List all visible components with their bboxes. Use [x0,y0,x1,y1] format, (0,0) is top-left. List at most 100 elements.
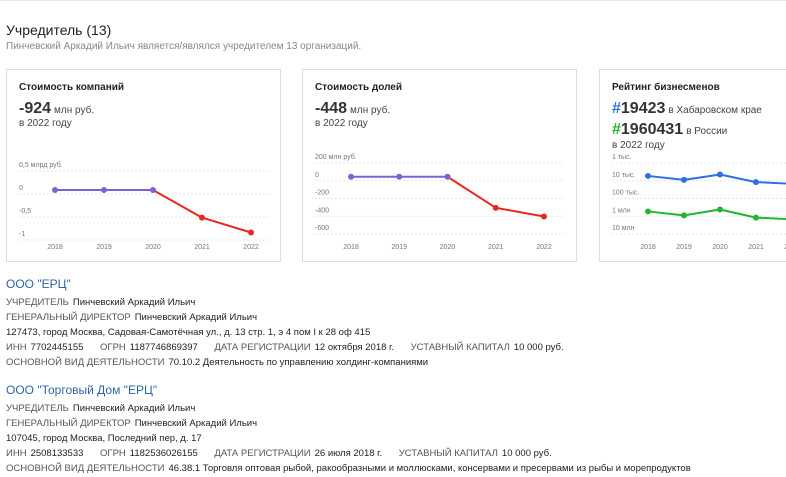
series-segment [719,173,757,184]
y-tick-label: -600 [315,225,329,232]
series-segment [647,174,685,181]
y-tick-label: 0,5 млрд руб. [19,161,63,169]
x-tick-label: 2018 [640,244,656,251]
data-point [52,187,58,193]
card-value: -448 [315,100,348,117]
x-tick-label: 2019 [96,244,112,251]
rank-regional-label: в Хабаровском крае [668,105,762,116]
founder-value: Пинчевский Аркадий Ильич [72,297,196,308]
y-tick-label: 1 тыс. [612,154,632,161]
org-director-line: ГЕНЕРАЛЬНЫЙ ДИРЕКТОР Пинчевский Аркадий И… [6,416,705,431]
y-tick-label: 1 млн [612,207,631,214]
data-point [101,187,107,193]
org-registry-line: ИНН 2508133533 ОГРН 1182536026155 ДАТА РЕГ… [6,446,705,461]
capital-value: 10 000 руб. [501,448,552,459]
capital-label: УСТАВНЫЙ КАПИТАЛ [410,342,510,353]
y-tick-label: 0 [19,185,23,192]
inn-label: ИНН [6,448,27,459]
series-segment [683,173,721,181]
shares-value-card[interactable]: Стоимость долей -448 млн руб. в 2022 году… [302,69,577,262]
x-tick-label: 2020 [440,244,456,251]
hash-icon: # [612,121,621,138]
rank-regional-row: #19423 в Хабаровском крае [612,100,762,118]
section-subtitle: Пинчевский Аркадий Ильич является/являлс… [6,41,362,52]
reg-date-label: ДАТА РЕГИСТРАЦИИ [214,448,311,459]
series-segment [152,189,203,219]
series-segment [495,206,545,218]
x-tick-label: 2019 [676,244,692,251]
y-tick-label: 10 млн [612,225,635,232]
x-tick-label: 2022 [536,244,552,251]
x-tick-label: 2021 [748,244,764,251]
capital-label: УСТАВНЫЙ КАПИТАЛ [398,448,498,459]
y-tick-label: 0 [315,172,319,179]
card-title: Рейтинг бизнесменов [612,82,720,93]
data-point [199,214,205,221]
inn-value: 7702445155 [30,342,84,353]
data-point [681,176,687,183]
founder-value: Пинчевский Аркадий Ильич [72,403,196,414]
data-point [717,206,723,213]
org-address: 107045, город Москва, Последний пер, д. … [6,433,202,444]
org-director-line: ГЕНЕРАЛЬНЫЙ ДИРЕКТОР Пинчевский Аркадий И… [6,310,578,325]
org-entry: ООО "ЕРЦ" УЧРЕДИТЕЛЬ Пинчевский Аркадий И… [6,277,578,370]
card-year-note: в 2022 году [612,140,665,151]
company-value-card[interactable]: Стоимость компаний -924 млн руб. в 2022 г… [6,69,281,262]
founder-label: УЧРЕДИТЕЛЬ [6,297,69,308]
data-point [681,212,687,219]
y-tick-label: -0,5 [19,208,31,215]
card-value-row: -924 млн руб. [19,100,94,118]
y-tick-label: -200 [315,190,329,197]
org-founder-line: УЧРЕДИТЕЛЬ Пинчевский Аркадий Ильич [6,295,578,310]
inn-label: ИНН [6,342,27,353]
data-point [645,208,651,215]
card-title: Стоимость компаний [19,82,125,93]
org-activity-line: ОСНОВНОЙ ВИД ДЕЯТЕЛЬНОСТИ 70.10.2 Деятель… [6,355,578,370]
series-segment [755,181,786,185]
data-point [541,213,547,220]
top-divider [0,0,786,1]
activity-label: ОСНОВНОЙ ВИД ДЕЯТЕЛЬНОСТИ [6,357,165,368]
data-point [248,229,254,236]
shares-value-chart: 200 млн руб. 0 -200 -400 -600 2018 2019 2020 202… [315,153,564,251]
x-tick-label: 2021 [194,244,210,251]
data-point [348,173,354,180]
series-segment [683,208,721,217]
ogrn-label: ОГРН [100,342,126,353]
series-segment [755,216,786,221]
card-value: -924 [19,100,52,117]
x-tick-label: 2022 [243,244,259,251]
y-tick-label: -400 [315,207,329,214]
x-tick-label: 2018 [343,244,359,251]
y-tick-label: -1 [19,231,25,238]
activity-label: ОСНОВНОЙ ВИД ДЕЯТЕЛЬНОСТИ [6,463,165,474]
org-name-link[interactable]: ООО "ЕРЦ" [6,277,71,291]
activity-value: 46.38.1 Торговля оптовая рыбой, ракообра… [168,463,691,474]
y-tick-label: 10 тыс. [612,172,635,179]
data-point [396,173,403,180]
director-value: Пинчевский Аркадий Ильич [134,312,258,323]
data-point [753,214,759,221]
series-segment [201,216,252,234]
card-year-note: в 2022 году [19,118,72,129]
org-entry: ООО "Торговый Дом "ЕРЦ" УЧРЕДИТЕЛЬ Пинчев… [6,383,705,476]
x-tick-label: 2018 [47,244,63,251]
rating-chart: 1 тыс. 10 тыс. 100 тыс. 1 млн 10 млн 2018 2019… [612,154,786,251]
ogrn-value: 1182536026155 [129,448,198,459]
y-tick-label: 200 млн руб. [315,153,357,161]
org-name-link[interactable]: ООО "Торговый Дом "ЕРЦ" [6,383,158,397]
org-activity-line: ОСНОВНОЙ ВИД ДЕЯТЕЛЬНОСТИ 46.38.1 Торговл… [6,461,705,476]
ogrn-value: 1187746869397 [129,342,198,353]
x-tick-label: 2020 [145,244,161,251]
founder-label: УЧРЕДИТЕЛЬ [6,403,69,414]
capital-value: 10 000 руб. [513,342,564,353]
rank-regional-value: 19423 [620,100,666,117]
activity-value: 70.10.2 Деятельность по управлению холди… [168,357,429,368]
rank-national-label: в России [686,126,728,137]
businessman-rating-card[interactable]: Рейтинг бизнесменов #19423 в Хабаровском … [599,69,786,262]
x-tick-label: 2019 [391,244,407,251]
card-unit: млн руб. [350,105,391,116]
org-founder-line: УЧРЕДИТЕЛЬ Пинчевский Аркадий Ильич [6,401,705,416]
x-tick-label: 2021 [488,244,504,251]
data-point [492,204,499,211]
